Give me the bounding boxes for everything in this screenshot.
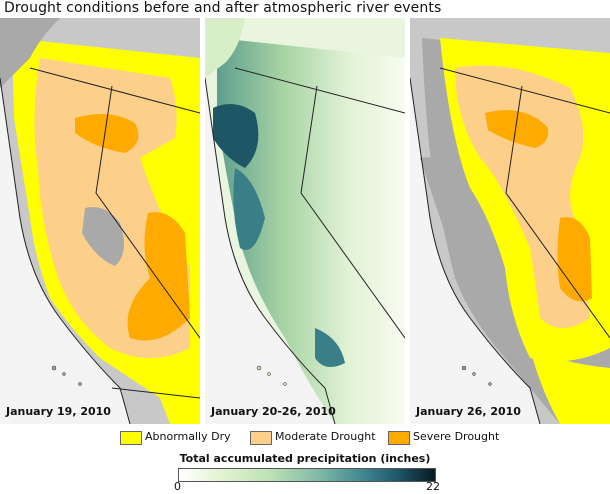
legend-swatch [120, 431, 142, 445]
legend-label: Moderate Drought [275, 430, 376, 443]
panel-date-2: January 20-26, 2010 [211, 405, 336, 418]
legend-label: Abnormally Dry [145, 430, 231, 443]
precipitation-colorbar [178, 468, 436, 482]
legend-swatch [250, 431, 272, 445]
precipitation-map: January 20-26, 2010 [205, 18, 405, 424]
legend-swatch [388, 431, 410, 445]
precipitation-scale-title: Total accumulated precipitation (inches) [179, 452, 431, 465]
drought-map-after: January 26, 2010 [410, 18, 610, 424]
drought-map-before: January 19, 2010 [0, 18, 200, 424]
legend-label: Severe Drought [413, 430, 500, 443]
colorbar-max-label: 22 [426, 480, 440, 493]
panel-date-1: January 19, 2010 [6, 405, 111, 418]
map-title: Drought conditions before and after atmo… [4, 0, 442, 16]
colorbar-min-label: 0 [174, 480, 181, 493]
panel-date-3: January 26, 2010 [416, 405, 521, 418]
